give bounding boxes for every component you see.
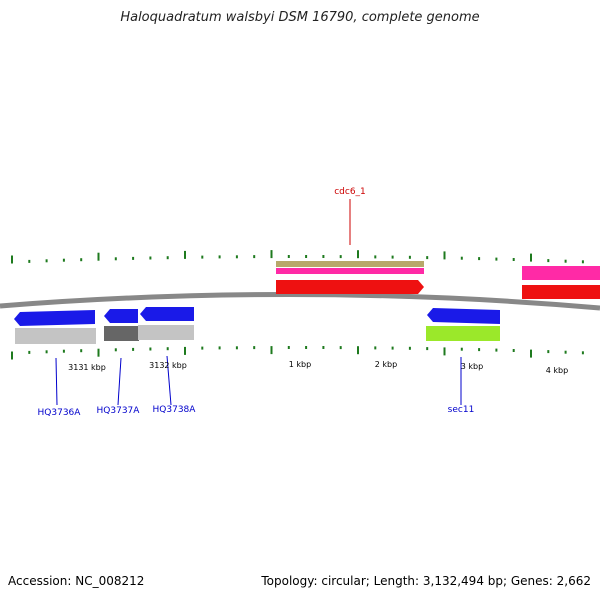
leader-line-hq3737a <box>117 357 122 406</box>
cds-feature-hq3738a[interactable] <box>138 325 194 340</box>
leader-line-hq3738a <box>166 355 172 406</box>
gene-arrow-hq3736a[interactable] <box>14 310 95 326</box>
scale-label-2-kbp: 2 kbp <box>375 360 397 369</box>
gene-arrow-hq3738a[interactable] <box>140 307 194 321</box>
scale-label-3-kbp: 3 kbp <box>461 362 483 371</box>
gene-arrow-hq3737a[interactable] <box>104 309 138 323</box>
rrna-feature-forward[interactable] <box>276 261 424 267</box>
gene-label-hq3736a[interactable]: HQ3736A <box>38 408 82 418</box>
genome-backbone <box>0 291 600 311</box>
gene-label-hq3737a[interactable]: HQ3737A <box>97 406 141 416</box>
scale-label-3131-kbp: 3131 kbp <box>68 363 106 372</box>
gene-arrow-forward-right[interactable] <box>522 285 600 299</box>
tick-marks-top <box>11 250 584 264</box>
gene-label-hq3738a[interactable]: HQ3738A <box>153 405 197 415</box>
scale-label-3132-kbp: 3132 kbp <box>149 361 187 370</box>
leader-line-hq3736a <box>55 357 58 406</box>
scale-label-4-kbp: 4 kbp <box>546 366 568 375</box>
gene-arrow-cdc6-1[interactable] <box>276 280 424 294</box>
map-title: Haloquadratum walsbyi DSM 16790, complet… <box>120 10 480 25</box>
scale-label-1-kbp: 1 kbp <box>289 360 311 369</box>
tick-marks-bottom <box>11 346 584 360</box>
cds-feature-sec11[interactable] <box>426 326 500 341</box>
cds-feature-hq3736a[interactable] <box>15 328 96 344</box>
cds-feature-forward[interactable] <box>276 268 424 274</box>
genome-summary: Topology: circular; Length: 3,132,494 bp… <box>261 574 591 588</box>
cds-feature-hq3737a[interactable] <box>104 326 139 341</box>
gene-arrow-sec11[interactable] <box>427 308 500 324</box>
gene-label-cdc6-1[interactable]: cdc6_1 <box>334 187 366 197</box>
gene-label-sec11[interactable]: sec11 <box>448 405 475 415</box>
cds-feature-forward-right[interactable] <box>522 266 600 280</box>
accession-label: Accession: NC_008212 <box>8 574 145 588</box>
